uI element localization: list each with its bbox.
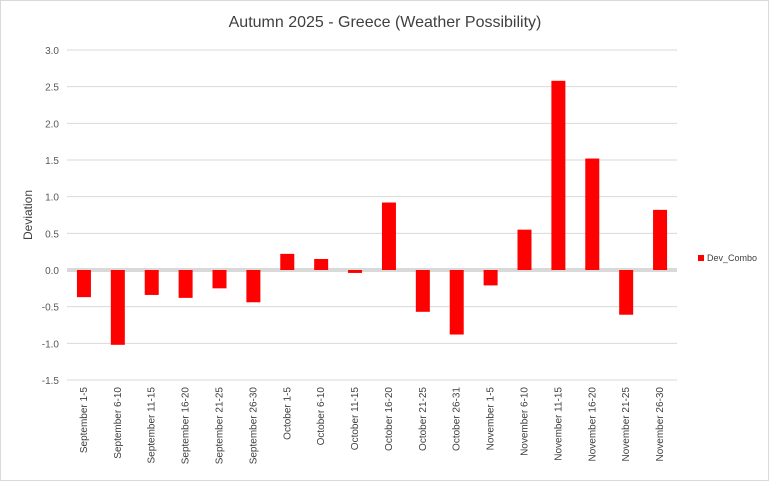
bar [178,270,193,298]
x-axis-ticks: September 1-5 September 6-10 September 11-… [79,387,666,465]
x-tick-label: September 26-30 [248,387,259,465]
x-tick-label: September 21-25 [215,387,226,465]
x-tick-label: October 21-25 [418,387,429,451]
chart-title: Autumn 2025 - Greece (Weather Possibilit… [229,14,542,31]
x-tick-label: September 6-10 [113,387,124,459]
bar [483,270,498,286]
bar [415,270,430,312]
x-tick-label: November 1-5 [486,387,497,451]
bar [449,270,464,335]
bar [76,270,91,298]
bar [144,270,159,295]
x-tick-label: October 6-10 [316,387,327,446]
legend-label: Dev_Combo [707,253,757,263]
bar [280,253,295,270]
y-tick-label: -0.5 [42,303,60,314]
bar [551,80,566,270]
y-tick-label: -1.0 [42,339,60,350]
y-tick-label: 1.0 [45,193,59,204]
bar [110,270,125,345]
bar [585,158,600,270]
bar [212,270,227,289]
y-axis-ticks: 3.0 2.5 2.0 1.5 1.0 0.5 0.0 -0.5 -1.0 -1.5 [42,46,60,387]
y-axis-label: Deviation [21,190,35,240]
x-tick-label: November 16-20 [587,387,598,462]
bar [246,270,261,303]
x-tick-label: September 1-5 [79,387,90,454]
y-tick-label: -1.5 [42,376,60,387]
x-tick-label: November 6-10 [520,387,531,456]
y-tick-label: 0.0 [45,266,59,277]
bar [517,229,532,270]
y-tick-label: 1.5 [45,156,59,167]
x-tick-label: October 1-5 [282,387,293,440]
legend-swatch [698,255,704,261]
x-tick-label: November 21-25 [621,387,632,462]
x-tick-label: September 11-15 [147,387,158,464]
bar [619,270,634,315]
x-tick-label: October 11-15 [350,387,361,451]
y-tick-label: 2.5 [45,83,59,94]
x-tick-label: November 26-30 [655,387,666,462]
bars [76,80,668,345]
legend: Dev_Combo [698,253,757,263]
y-tick-label: 3.0 [45,46,59,57]
bar [314,259,329,270]
x-tick-label: September 16-20 [181,387,192,465]
bar [653,209,668,270]
bar [348,270,363,273]
x-tick-label: October 16-20 [384,387,395,451]
x-tick-label: October 26-31 [452,387,463,451]
y-tick-label: 2.0 [45,119,59,130]
x-tick-label: November 11-15 [553,387,564,461]
y-tick-label: 0.5 [45,229,59,240]
bar [381,202,396,270]
